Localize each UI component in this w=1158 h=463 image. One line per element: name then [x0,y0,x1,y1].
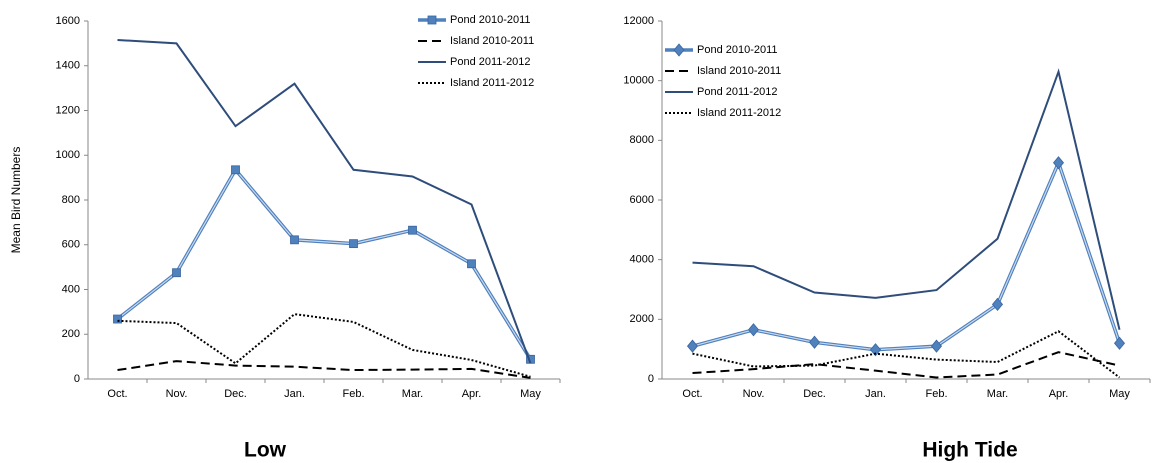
legend-label: Island 2010-2011 [450,35,534,47]
legend-label: Pond 2011-2012 [450,56,531,68]
y-tick-label: 600 [62,239,80,251]
y-tick-label: 6000 [630,194,654,206]
series-line [117,360,531,379]
point-marker [808,335,821,349]
y-tick-label: 2000 [630,313,654,325]
point-marker [349,239,358,249]
x-tick-label: Dec. [224,388,247,400]
y-tick-label: 200 [62,328,80,340]
y-tick-label: 0 [648,373,654,385]
point-marker [1052,156,1065,170]
series-line [692,160,1122,352]
point-marker [930,339,943,353]
x-tick-label: Nov. [166,388,188,400]
x-tick-label: Feb. [925,388,947,400]
point-marker [686,339,699,353]
series-line-highlight [692,161,1121,351]
chart-title: Low [244,439,287,462]
series-line [117,313,531,378]
series-line [692,68,1121,331]
y-tick-label: 8000 [630,134,654,146]
series-line [117,39,532,364]
chart-title: High Tide [922,439,1017,462]
point-marker [172,268,181,278]
legend-label: Pond 2010-2011 [697,44,778,56]
y-tick-label: 1200 [56,104,80,116]
point-marker [113,314,122,324]
y-tick-label: 12000 [623,15,654,27]
x-tick-label: Jan. [865,388,886,400]
y-tick-label: 400 [62,283,80,295]
x-tick-label: Dec. [803,388,826,400]
x-tick-label: Feb. [342,388,364,400]
point-marker [747,323,760,337]
point-marker [1113,336,1126,350]
series-line-highlight [117,168,532,360]
point-marker [290,235,299,245]
legend-label: Island 2011-2012 [450,77,534,89]
y-tick-label: 1400 [56,60,80,72]
y-tick-label: 10000 [623,75,654,87]
y-tick-label: 1600 [56,15,80,27]
y-tick-label: 800 [62,194,80,206]
x-tick-label: Apr. [462,388,482,400]
x-tick-label: Mar. [987,388,1008,400]
x-tick-label: Nov. [743,388,765,400]
point-marker [673,43,685,57]
series-line [692,351,1120,379]
legend-label: Pond 2011-2012 [697,86,778,98]
legend-label: Island 2010-2011 [697,65,781,77]
point-marker [467,259,476,269]
x-tick-label: Jan. [284,388,305,400]
point-marker [869,343,882,357]
point-marker [991,297,1004,312]
point-marker [231,165,240,175]
series-line [692,330,1121,379]
point-marker [408,225,417,235]
legend-label: Pond 2010-2011 [450,14,531,26]
x-tick-label: Mar. [402,388,423,400]
x-tick-label: May [520,388,541,400]
point-marker [427,15,437,25]
y-tick-label: 1000 [56,149,80,161]
y-tick-label: 4000 [630,254,654,266]
x-tick-label: Apr. [1049,388,1069,400]
y-tick-label: 0 [74,373,80,385]
x-tick-label: Oct. [682,388,702,400]
y-axis-label: Mean Bird Numbers [9,147,23,254]
x-tick-label: May [1109,388,1130,400]
x-tick-label: Oct. [107,388,127,400]
legend-label: Island 2011-2012 [697,107,781,119]
